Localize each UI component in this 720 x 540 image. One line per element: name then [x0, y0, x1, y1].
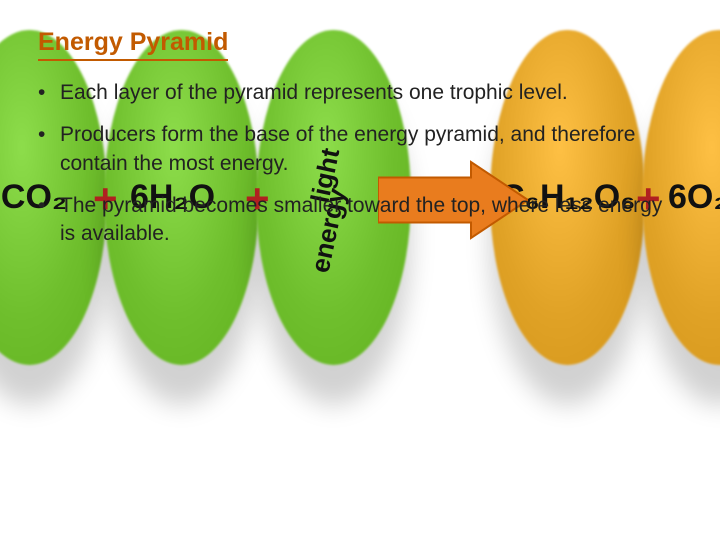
bullet-list: Each layer of the pyramid represents one… [38, 79, 682, 249]
bullet-item: The pyramid becomes smaller toward the t… [38, 192, 682, 249]
slide-title: Energy Pyramid [38, 28, 228, 61]
bullet-item: Each layer of the pyramid represents one… [38, 79, 682, 107]
bullet-item: Producers form the base of the energy py… [38, 121, 682, 178]
slide-content: Energy Pyramid Each layer of the pyramid… [0, 0, 720, 249]
